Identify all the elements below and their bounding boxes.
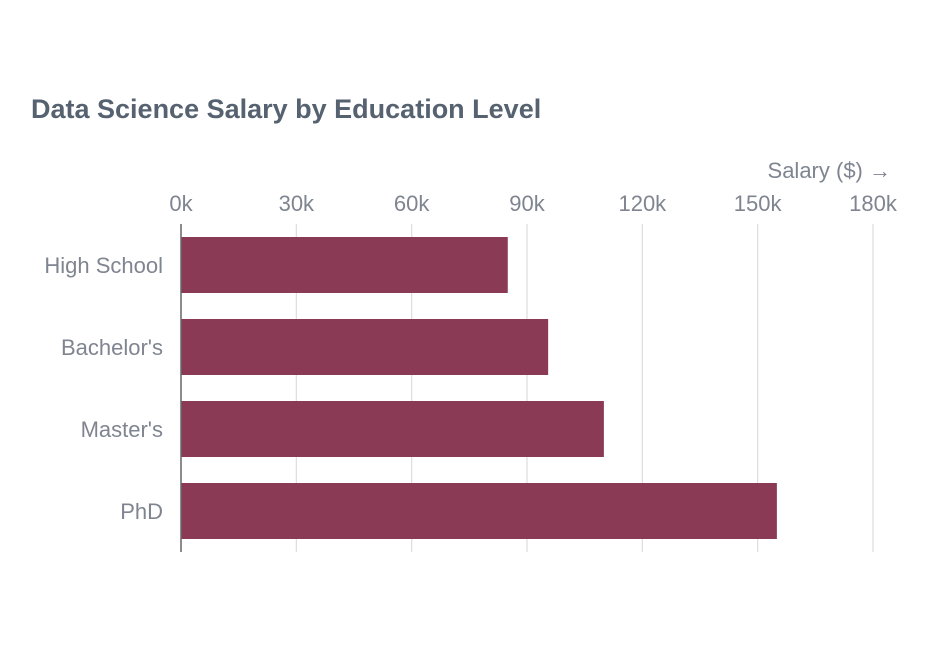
chart-title: Data Science Salary by Education Level: [31, 94, 542, 124]
x-tick-label: 180k: [849, 191, 898, 216]
bar: [181, 237, 508, 293]
x-tick-label: 60k: [394, 191, 430, 216]
y-category-label: PhD: [120, 499, 163, 524]
bar: [181, 401, 604, 457]
bar: [181, 483, 777, 539]
x-axis-label: Salary ($) →: [768, 158, 891, 183]
bar: [181, 319, 549, 375]
y-category-label: Bachelor's: [61, 335, 163, 360]
x-tick-label: 90k: [509, 191, 545, 216]
y-category-label: High School: [44, 253, 163, 278]
x-tick-label: 30k: [279, 191, 315, 216]
x-tick-label: 150k: [734, 191, 783, 216]
x-tick-label: 0k: [169, 191, 193, 216]
y-category-label: Master's: [81, 417, 163, 442]
bars: [181, 237, 777, 539]
x-tick-label: 120k: [618, 191, 667, 216]
axes: 0k 30k 60k 90k 120k 150k 180k High School Bachel…: [44, 191, 898, 552]
